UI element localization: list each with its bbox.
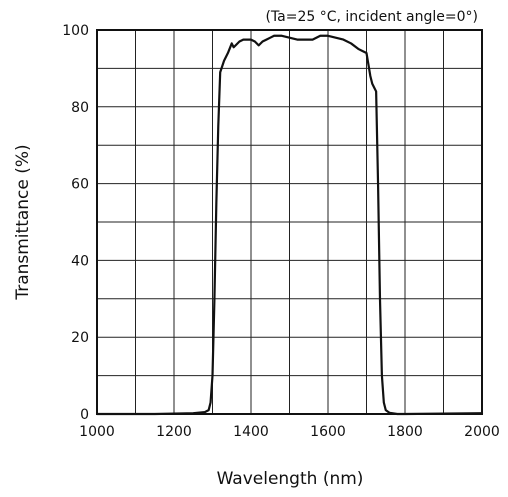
x-tick-label: 1000 (79, 424, 115, 440)
y-axis-title: Transmittance (%) (13, 144, 33, 300)
x-tick-label: 1400 (233, 424, 269, 440)
plot-frame (96, 29, 483, 415)
x-tick-label: 1200 (156, 424, 192, 440)
x-axis-title: Wavelength (nm) (217, 469, 364, 489)
curve-layer (95, 34, 484, 416)
x-tick-label: 1800 (387, 424, 423, 440)
y-tick-label: 80 (71, 100, 89, 116)
y-tick-label: 40 (71, 253, 89, 269)
y-tick-label: 0 (80, 407, 89, 423)
grid (97, 30, 482, 414)
y-tick-label: 20 (71, 330, 89, 346)
y-tick-labels: 0 20 40 60 80 100 (62, 23, 89, 423)
series-line-1 (95, 34, 484, 416)
y-tick-label: 60 (71, 177, 89, 193)
y-tick-label: 100 (62, 23, 89, 39)
chart-annotation: (Ta=25 °C, incident angle=0°) (265, 9, 478, 25)
x-tick-label: 1600 (310, 424, 346, 440)
x-tick-label: 2000 (464, 424, 500, 440)
x-tick-labels: 1000 1200 1400 1600 1800 2000 (79, 424, 500, 440)
